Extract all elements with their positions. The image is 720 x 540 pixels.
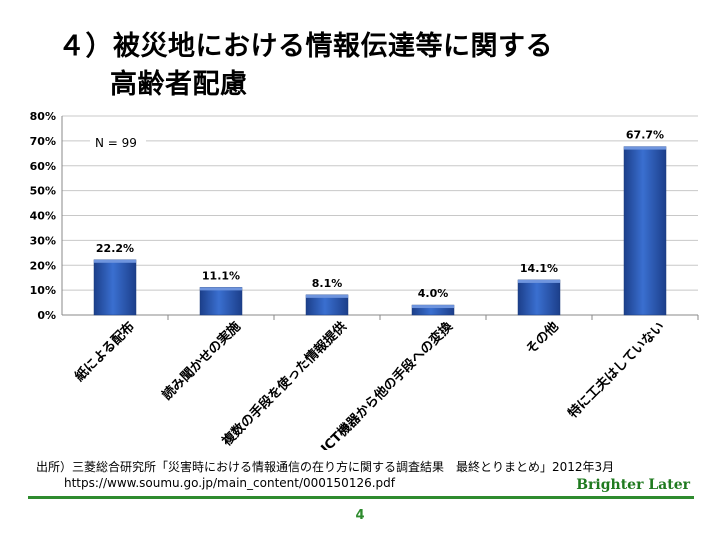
bar bbox=[93, 259, 137, 316]
page-number: 4 bbox=[355, 508, 365, 523]
data-label: 67.7% bbox=[626, 129, 664, 142]
bar-highlight bbox=[412, 305, 454, 309]
source-citation: 出所）三菱総合研究所「災害時における情報通信の在り方に関する調査結果 最終とりま… bbox=[36, 460, 615, 474]
y-tick-label: 40% bbox=[30, 210, 56, 223]
title-line-2: 高齢者配慮 bbox=[110, 69, 248, 100]
data-label: 22.2% bbox=[96, 242, 134, 255]
y-tick-label: 80% bbox=[30, 110, 56, 123]
source-url[interactable]: https://www.soumu.go.jp/main_content/000… bbox=[64, 476, 395, 490]
x-category-label: 読み聞かせの実施 bbox=[159, 319, 244, 404]
bar bbox=[199, 287, 243, 316]
y-tick-label: 50% bbox=[30, 185, 56, 198]
x-category-label: 複数の手段を使った情報提供 bbox=[218, 319, 350, 450]
bar-chart: 0% 10% 20% 30% 40% 50% 60% 70% 80% 22.2% 11.1% 8.1… bbox=[30, 110, 699, 450]
x-category-label: 特に工夫はしていない bbox=[565, 319, 668, 422]
brand-logo-text: Brighter Later bbox=[576, 477, 690, 493]
bar-highlight bbox=[306, 294, 348, 298]
y-tick-label: 20% bbox=[30, 259, 56, 272]
y-tick-label: 60% bbox=[30, 160, 56, 173]
y-tick-label: 70% bbox=[30, 135, 56, 148]
bar bbox=[517, 279, 561, 316]
bar-highlight bbox=[624, 146, 666, 150]
x-category-label: 紙による配布 bbox=[72, 319, 138, 385]
data-label: 8.1% bbox=[312, 277, 343, 290]
bar bbox=[623, 146, 667, 316]
y-tick-label: 0% bbox=[37, 309, 56, 322]
data-label: 11.1% bbox=[202, 269, 240, 282]
data-label: 14.1% bbox=[520, 262, 558, 275]
bar bbox=[411, 304, 455, 316]
data-label: 4.0% bbox=[418, 287, 449, 300]
source-note: 出所）三菱総合研究所「災害時における情報通信の在り方に関する調査結果 最終とりま… bbox=[36, 459, 614, 491]
bar-highlight bbox=[200, 287, 242, 291]
sample-size-annotation: N = 99 bbox=[95, 136, 137, 150]
slide-title: ４）被災地における情報伝達等に関する 高齢者配慮 bbox=[58, 28, 553, 104]
bar bbox=[305, 294, 349, 316]
annotation-box bbox=[90, 131, 146, 153]
bar-highlight bbox=[518, 279, 560, 283]
title-line-1: ４）被災地における情報伝達等に関する bbox=[58, 31, 553, 62]
bar-highlight bbox=[94, 259, 136, 263]
footer-divider bbox=[28, 496, 694, 499]
x-category-label: その他 bbox=[523, 319, 562, 358]
y-tick-label: 10% bbox=[30, 284, 56, 297]
y-tick-label: 30% bbox=[30, 234, 56, 247]
